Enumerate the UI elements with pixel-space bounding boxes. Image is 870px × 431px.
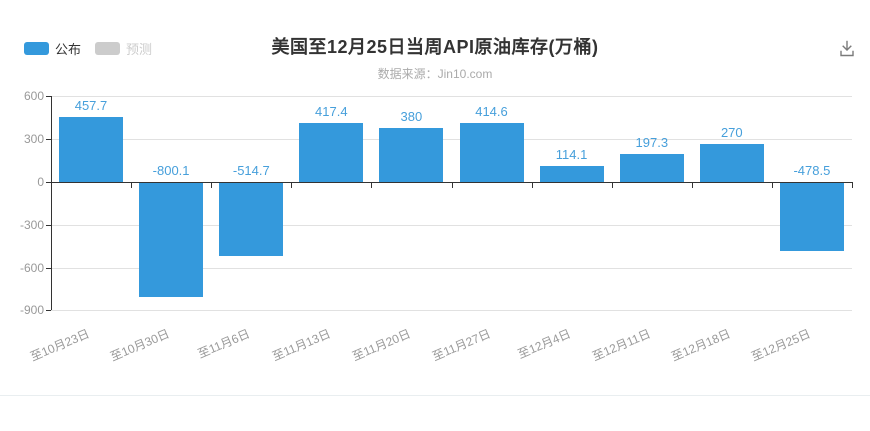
y-axis-tick: [46, 224, 51, 226]
bar[interactable]: [299, 122, 364, 182]
y-axis-label: -900: [19, 303, 44, 318]
bar[interactable]: [219, 183, 284, 257]
bar-value-label: 414.6: [475, 103, 508, 119]
chart-title: 美国至12月25日当周API原油库存(万桶): [271, 37, 599, 57]
y-axis-line: [51, 96, 52, 311]
y-axis-tick: [46, 267, 51, 269]
gridline: [51, 310, 852, 312]
y-axis-label: 600: [23, 89, 44, 104]
download-icon[interactable]: [836, 38, 858, 60]
bar[interactable]: [139, 183, 204, 298]
bar[interactable]: [539, 165, 604, 182]
x-axis-label: 至11月13日: [269, 326, 333, 364]
published-swatch: [24, 42, 49, 55]
bar-value-label: 380: [400, 108, 423, 124]
x-axis-tick: [771, 183, 773, 188]
x-axis-label: 至10月23日: [28, 326, 92, 364]
bar-value-label: 197.3: [635, 134, 669, 150]
legend-item-forecast[interactable]: 预测: [95, 39, 152, 58]
x-axis-label: 至12月11日: [590, 326, 653, 364]
x-axis-tick: [131, 183, 133, 188]
y-axis-tick: [46, 139, 51, 141]
bar[interactable]: [779, 183, 844, 252]
legend-item-published[interactable]: 公布: [24, 39, 81, 58]
bar-value-label: 114.1: [555, 146, 588, 162]
bar[interactable]: [699, 143, 764, 182]
y-axis-label: 300: [23, 132, 44, 147]
x-axis-label: 至12月18日: [669, 326, 733, 364]
x-axis-label: 至11月27日: [429, 326, 493, 364]
x-axis-tick: [611, 183, 613, 188]
x-axis-label: 至11月6日: [195, 326, 252, 361]
x-axis-tick: [211, 183, 213, 188]
bar-value-label: -800.1: [152, 163, 190, 178]
x-axis-tick: [291, 183, 293, 188]
y-axis-label: 0: [37, 175, 44, 189]
legend-label-forecast: 预测: [126, 42, 153, 57]
gridline: [51, 267, 852, 269]
bar[interactable]: [59, 116, 123, 182]
forecast-swatch: [95, 42, 121, 55]
gridline: [51, 224, 852, 226]
y-axis-tick: [46, 310, 51, 312]
legend: 公布 预测: [24, 39, 152, 58]
y-axis-tick: [46, 182, 51, 183]
x-axis-tick: [852, 183, 853, 188]
y-axis-label: -300: [19, 217, 44, 232]
legend-label-published: 公布: [55, 42, 82, 57]
chart-subtitle: 数据来源：Jin10.com: [377, 67, 493, 81]
x-axis-line: [51, 182, 853, 183]
gridline: [51, 139, 852, 141]
bar-value-label: 270: [720, 124, 743, 140]
x-axis-label: 至12月4日: [515, 326, 573, 362]
bar-value-label: 457.7: [74, 97, 108, 113]
bar-value-label: -514.7: [232, 163, 270, 178]
bar[interactable]: [619, 153, 684, 182]
x-axis-tick: [371, 183, 373, 188]
x-axis-label: 至11月20日: [349, 326, 413, 364]
x-axis-label: 至12月25日: [749, 326, 813, 364]
x-axis-tick: [691, 183, 693, 188]
bar-value-label: 417.4: [315, 103, 348, 119]
bottom-separator: [0, 395, 870, 396]
x-axis-tick: [451, 183, 453, 188]
x-axis-tick: [531, 183, 533, 188]
bar[interactable]: [379, 127, 444, 182]
bar[interactable]: [459, 122, 524, 182]
y-axis-label: -600: [19, 260, 44, 275]
y-axis-tick: [46, 96, 51, 98]
x-axis-tick: [51, 183, 52, 188]
bar-value-label: -478.5: [793, 163, 831, 178]
gridline: [51, 96, 852, 98]
x-axis-label: 至10月30日: [108, 326, 172, 364]
